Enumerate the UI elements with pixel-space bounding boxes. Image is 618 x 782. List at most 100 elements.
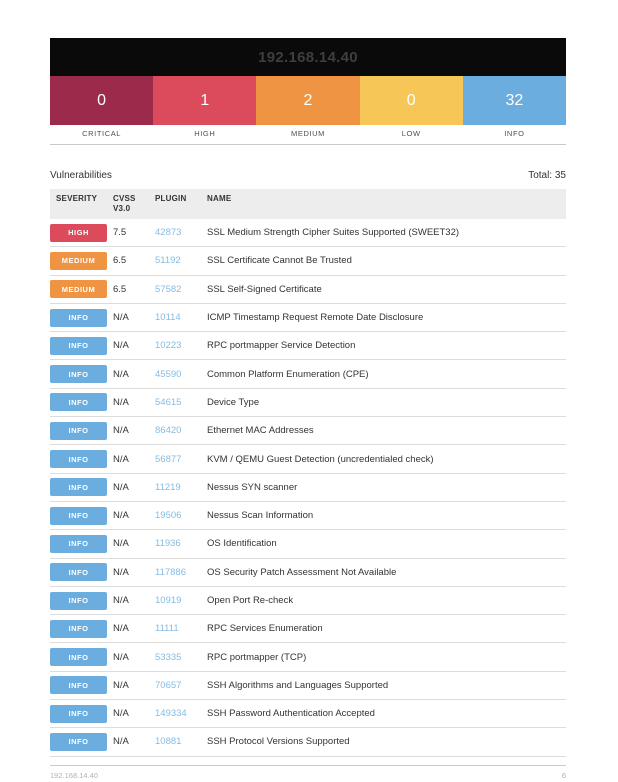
severity-badge: INFO: [50, 591, 107, 610]
plugin-link[interactable]: 11936: [155, 538, 181, 550]
severity-cell: MEDIUM: [50, 251, 113, 270]
severity-labels: CRITICAL HIGH MEDIUM LOW INFO: [50, 125, 566, 145]
vulnerability-name: Ethernet MAC Addresses: [207, 425, 314, 437]
plugin-link[interactable]: 54615: [155, 396, 182, 408]
vulnerability-row: INFO N/A 19506 Nessus Scan Information: [50, 500, 566, 529]
vulnerability-row: INFO N/A 70657 SSH Algorithms and Langua…: [50, 670, 566, 699]
cvss-score: N/A: [113, 510, 129, 522]
cvss-score: N/A: [113, 312, 129, 324]
severity-cell: INFO: [50, 704, 113, 723]
plugin-link[interactable]: 57582: [155, 283, 182, 295]
severity-cell: HIGH: [50, 223, 113, 242]
column-header-severity: SEVERITY: [56, 194, 98, 203]
vulnerability-name: RPC portmapper (TCP): [207, 651, 307, 663]
vulnerability-row: HIGH 7.5 42873 SSL Medium Strength Ciphe…: [50, 219, 566, 246]
severity-cell: INFO: [50, 393, 113, 412]
plugin-link[interactable]: 10223: [155, 340, 182, 352]
vulnerability-row: INFO N/A 149334 SSH Password Authenticat…: [50, 699, 566, 727]
vulnerability-row: INFO N/A 10114 ICMP Timestamp Request Re…: [50, 302, 566, 331]
section-title: Vulnerabilities: [50, 170, 112, 181]
page-footer: 192.168.14.40 6: [50, 764, 566, 780]
severity-badge: INFO: [50, 732, 107, 751]
severity-cell: INFO: [50, 732, 113, 751]
plugin-link[interactable]: 11219: [155, 481, 181, 493]
vulnerability-row: INFO N/A 45590 Common Platform Enumerati…: [50, 359, 566, 387]
vulnerability-row: INFO N/A 56877 KVM / QEMU Guest Detectio…: [50, 444, 566, 472]
host-header-bar: 192.168.14.40: [50, 38, 566, 76]
severity-badge: INFO: [50, 704, 107, 723]
vulnerability-name: SSH Password Authentication Accepted: [207, 708, 375, 720]
severity-cell: INFO: [50, 591, 113, 610]
plugin-link[interactable]: 10881: [155, 736, 182, 748]
plugin-link[interactable]: 149334: [155, 708, 187, 720]
plugin-link[interactable]: 53335: [155, 651, 182, 663]
plugin-link[interactable]: 56877: [155, 453, 182, 465]
cvss-score: N/A: [113, 595, 129, 606]
severity-cell: INFO: [50, 619, 113, 638]
severity-label-low: LOW: [401, 129, 421, 138]
severity-count-medium: 2: [256, 76, 360, 125]
severity-badge: INFO: [50, 421, 107, 440]
severity-badge: INFO: [50, 563, 107, 582]
vulnerability-name: Common Platform Enumeration (CPE): [207, 368, 369, 380]
severity-count-low: 0: [359, 76, 463, 125]
plugin-link[interactable]: 11111: [155, 623, 179, 635]
cvss-score: N/A: [113, 425, 129, 437]
vulnerability-row: INFO N/A 11219 Nessus SYN scanner: [50, 472, 566, 501]
plugin-link[interactable]: 51192: [155, 255, 181, 267]
severity-badge: INFO: [50, 478, 107, 497]
severity-cell: INFO: [50, 506, 113, 525]
severity-cell: INFO: [50, 478, 113, 497]
column-header-cvss-line1: CVSS: [113, 194, 136, 203]
severity-badge: MEDIUM: [50, 251, 107, 270]
vulnerability-name: RPC portmapper Service Detection: [207, 340, 356, 352]
severity-badge: INFO: [50, 676, 107, 695]
vulnerability-row: INFO N/A 54615 Device Type: [50, 387, 566, 416]
plugin-link[interactable]: 10919: [155, 595, 182, 606]
cvss-score: N/A: [113, 566, 129, 578]
vulnerability-row: INFO N/A 117886 OS Security Patch Assess…: [50, 557, 566, 586]
plugin-link[interactable]: 10114: [155, 312, 181, 324]
severity-cell: INFO: [50, 676, 113, 695]
severity-cell: INFO: [50, 336, 113, 355]
severity-badge: INFO: [50, 506, 107, 525]
cvss-score: 6.5: [113, 283, 127, 295]
vulnerability-name: SSL Medium Strength Cipher Suites Suppor…: [207, 227, 460, 239]
footer-host: 192.168.14.40: [50, 770, 98, 780]
plugin-link[interactable]: 45590: [155, 368, 182, 380]
cvss-score: N/A: [113, 453, 129, 465]
vulnerability-name: OS Security Patch Assessment Not Availab…: [207, 566, 397, 578]
vulnerability-name: SSL Self-Signed Certificate: [207, 283, 322, 295]
section-header: Vulnerabilities Total: 35: [50, 170, 566, 181]
plugin-link[interactable]: 42873: [155, 227, 182, 239]
vulnerability-row: MEDIUM 6.5 51192 SSL Certificate Cannot …: [50, 246, 566, 274]
severity-cell: INFO: [50, 648, 113, 667]
plugin-link[interactable]: 86420: [155, 425, 182, 437]
plugin-link[interactable]: 70657: [155, 679, 182, 691]
plugin-link[interactable]: 19506: [155, 510, 182, 522]
severity-badge: INFO: [50, 336, 107, 355]
vulnerability-row: INFO N/A 10919 Open Port Re-check: [50, 585, 566, 614]
severity-cell: INFO: [50, 450, 113, 469]
severity-count-info: 32: [462, 76, 567, 125]
severity-label-high: HIGH: [194, 129, 216, 138]
severity-badge: INFO: [50, 619, 107, 638]
severity-label-medium: MEDIUM: [291, 129, 326, 138]
vulnerability-name: Nessus Scan Information: [207, 510, 314, 522]
cvss-score: N/A: [113, 623, 129, 635]
severity-cell: INFO: [50, 534, 113, 553]
severity-badge: HIGH: [50, 223, 107, 242]
vulnerability-row: INFO N/A 10881 SSH Protocol Versions Sup…: [50, 727, 566, 757]
vulnerability-row: INFO N/A 53335 RPC portmapper (TCP): [50, 642, 566, 670]
plugin-link[interactable]: 117886: [155, 566, 186, 578]
vulnerability-name: KVM / QEMU Guest Detection (uncredential…: [207, 453, 434, 465]
cvss-score: N/A: [113, 679, 129, 691]
column-header-cvss: CVSS V3.0: [113, 194, 155, 214]
severity-cell: INFO: [50, 365, 113, 384]
severity-cell: INFO: [50, 563, 113, 582]
vulnerability-row: INFO N/A 10223 RPC portmapper Service De…: [50, 331, 566, 359]
footer-page-number: 6: [561, 770, 566, 780]
vulnerability-name: SSH Algorithms and Languages Supported: [207, 679, 389, 691]
severity-label-info: INFO: [504, 129, 525, 138]
